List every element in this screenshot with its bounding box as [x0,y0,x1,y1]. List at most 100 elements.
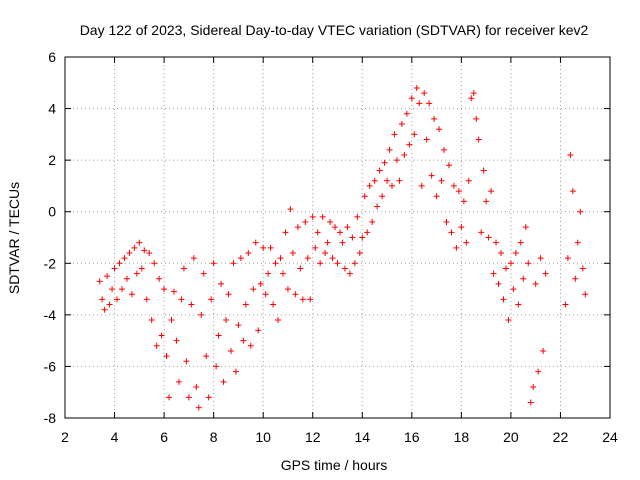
data-point [161,286,168,293]
data-point [574,239,581,246]
data-point [175,378,182,385]
data-point [502,265,509,272]
data-point [421,90,428,97]
data-point [468,95,475,102]
x-tick-label: 8 [210,429,218,445]
x-tick-label: 4 [111,429,119,445]
data-point [478,229,485,236]
x-axis-label: GPS time / hours [281,457,388,473]
data-point [426,100,433,107]
data-point [393,157,400,164]
data-point [413,84,420,91]
data-point [379,193,386,200]
data-point [208,296,215,303]
data-point [317,260,324,267]
data-point [334,260,341,267]
data-point [173,337,180,344]
data-point [567,151,574,158]
data-point [292,291,299,298]
data-point [416,100,423,107]
x-tick-label: 24 [602,429,618,445]
data-point [270,301,277,308]
y-tick-label: -8 [44,410,57,426]
data-point [126,249,133,256]
x-tick-label: 20 [503,429,519,445]
x-tick-label: 16 [404,429,420,445]
data-point [235,322,242,329]
data-point [346,270,353,277]
data-points [96,84,589,411]
data-point [190,255,197,262]
data-point [171,288,177,295]
data-point [220,378,227,385]
data-point [369,219,376,226]
data-point [396,177,403,184]
y-tick-label: 0 [48,204,56,220]
x-tick-label: 2 [61,429,69,445]
data-point [148,317,155,324]
data-point [180,265,187,272]
data-point [277,255,284,262]
data-point [136,239,143,246]
data-point [275,317,282,324]
plot-frame [64,56,611,419]
data-point [344,224,351,231]
data-point [406,141,413,148]
data-point [168,317,175,324]
y-tick-label: -4 [44,307,57,323]
data-point [304,255,311,262]
data-point [359,234,366,241]
data-point [453,244,460,251]
data-point [198,311,205,318]
data-point [230,260,237,267]
x-tick-label: 12 [305,429,321,445]
data-point [188,301,195,308]
data-point [493,239,500,246]
data-point [517,239,524,246]
data-point [535,368,542,375]
data-point [284,286,291,293]
x-tick-label: 10 [255,429,271,445]
data-point [109,286,116,293]
data-point [193,384,200,391]
data-point [280,270,286,277]
data-point [527,399,534,406]
data-point [532,280,539,287]
data-point [577,208,584,215]
data-point [215,332,222,339]
data-point [515,301,522,308]
data-point [411,131,418,138]
data-point [195,404,202,411]
data-point [537,255,544,262]
data-point [542,270,549,277]
data-point [361,193,368,200]
data-point [572,275,579,282]
data-point [309,213,316,220]
data-point [250,286,257,293]
data-point [307,296,314,303]
data-point [218,280,225,287]
data-point [564,255,571,262]
x-tick-label: 6 [160,429,168,445]
data-point [376,167,383,174]
data-point [351,260,358,267]
data-point [391,131,398,138]
data-point [384,177,391,184]
data-point [123,275,130,282]
data-point [512,249,519,256]
data-point [445,162,452,169]
data-point [104,273,111,280]
data-point [507,260,514,267]
data-point [141,247,148,254]
data-point [200,270,207,277]
data-point [245,249,252,256]
data-point [121,255,128,262]
data-point [366,182,373,189]
data-point [247,342,254,349]
data-point [448,229,455,236]
data-point [312,244,319,251]
data-point [354,213,361,220]
data-point [237,255,244,262]
